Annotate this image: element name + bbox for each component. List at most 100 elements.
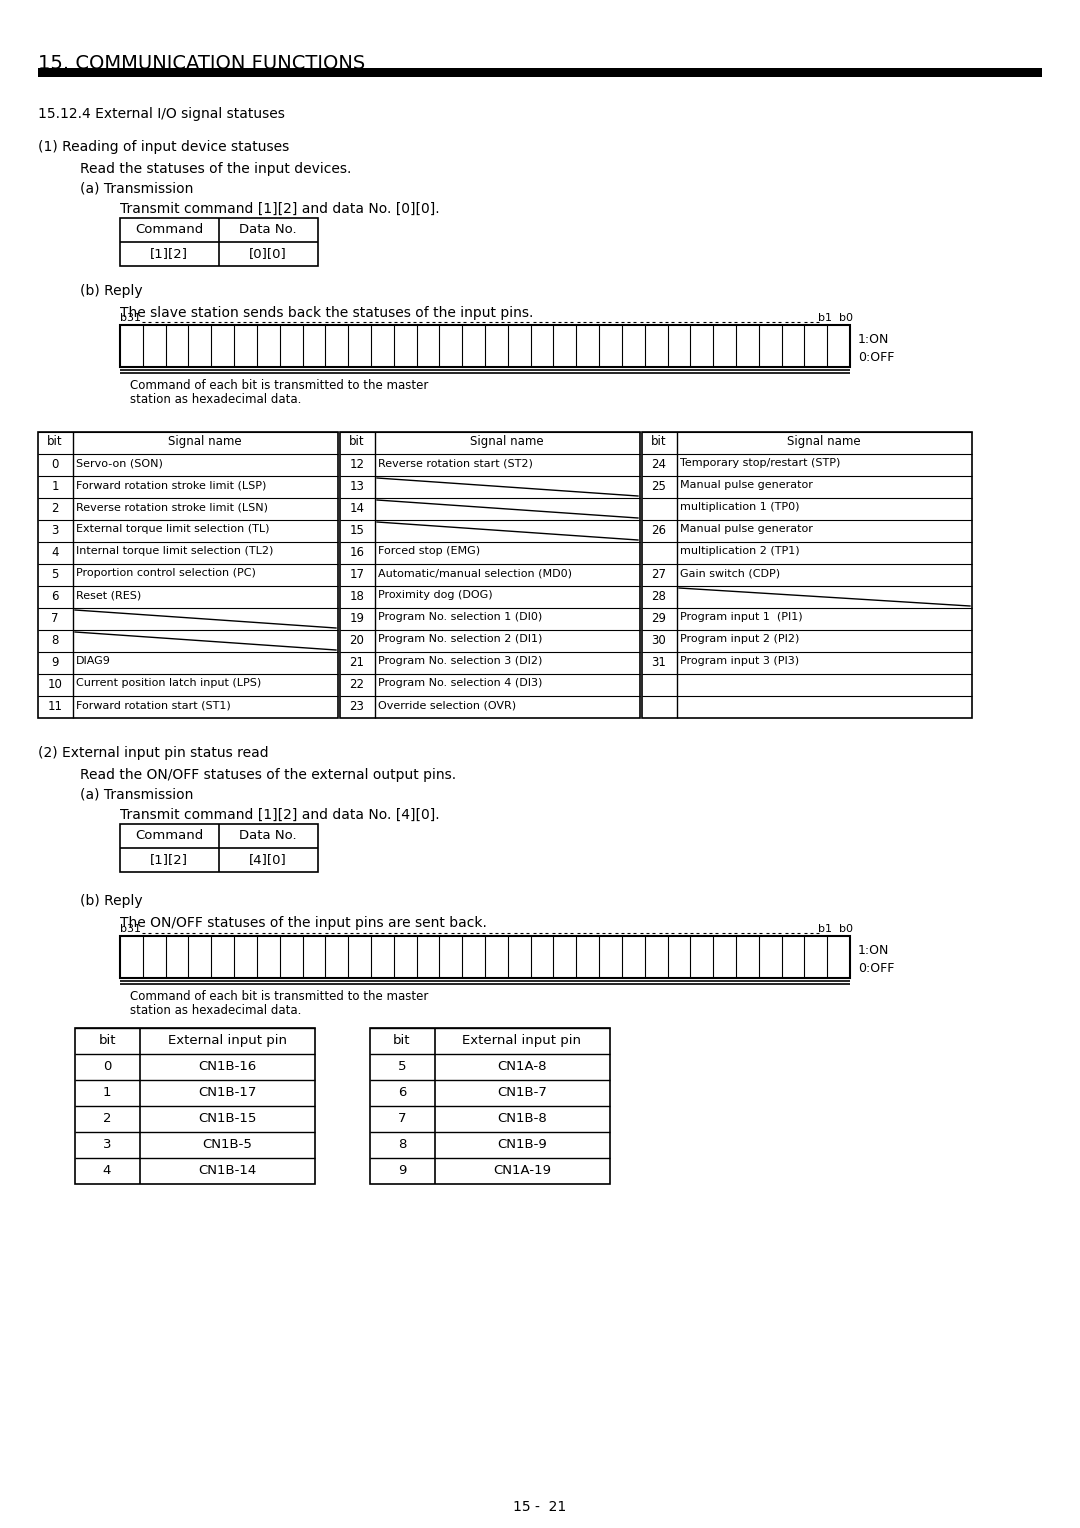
Text: bit: bit (98, 1034, 116, 1047)
Text: CN1A-19: CN1A-19 (492, 1164, 551, 1177)
Text: Command: Command (135, 830, 203, 842)
Text: station as hexadecimal data.: station as hexadecimal data. (130, 1004, 301, 1018)
Text: bit: bit (393, 1034, 410, 1047)
Text: Override selection (OVR): Override selection (OVR) (378, 700, 516, 711)
Text: Data No.: Data No. (239, 223, 297, 235)
Text: 15 -  21: 15 - 21 (513, 1500, 567, 1514)
Bar (340, 432, 640, 718)
Text: 29: 29 (651, 613, 666, 625)
Text: Data No.: Data No. (239, 830, 297, 842)
Text: 8: 8 (397, 1138, 406, 1151)
Text: Signal name: Signal name (787, 435, 861, 448)
Bar (120, 937, 850, 978)
Text: 9: 9 (397, 1164, 406, 1177)
Text: Transmit command [1][2] and data No. [0][0].: Transmit command [1][2] and data No. [0]… (120, 202, 440, 215)
Text: 0:OFF: 0:OFF (858, 963, 894, 975)
Text: Program No. selection 2 (DI1): Program No. selection 2 (DI1) (378, 634, 542, 643)
Text: 1:ON: 1:ON (858, 333, 889, 345)
Text: CN1B-8: CN1B-8 (497, 1112, 546, 1125)
Text: Reset (RES): Reset (RES) (76, 590, 141, 601)
Text: 15. COMMUNICATION FUNCTIONS: 15. COMMUNICATION FUNCTIONS (38, 53, 365, 73)
Bar (75, 1028, 315, 1184)
Text: b31: b31 (120, 313, 141, 322)
Text: The slave station sends back the statuses of the input pins.: The slave station sends back the statuse… (120, 306, 534, 319)
Text: 4: 4 (51, 545, 58, 559)
Text: Automatic/manual selection (MD0): Automatic/manual selection (MD0) (378, 568, 572, 578)
Text: b1  b0: b1 b0 (818, 924, 853, 934)
Text: CN1B-7: CN1B-7 (497, 1086, 546, 1099)
Text: Current position latch input (LPS): Current position latch input (LPS) (76, 678, 261, 688)
Text: 10: 10 (48, 678, 63, 691)
Text: Manual pulse generator: Manual pulse generator (680, 480, 813, 490)
Text: Servo-on (SON): Servo-on (SON) (76, 458, 163, 468)
Text: 20: 20 (350, 634, 364, 646)
Text: 12: 12 (350, 458, 365, 471)
Text: 7: 7 (51, 613, 58, 625)
Text: [1][2]: [1][2] (150, 248, 188, 260)
Text: DIAG9: DIAG9 (76, 656, 111, 666)
Text: CN1B-15: CN1B-15 (198, 1112, 256, 1125)
Text: b1  b0: b1 b0 (818, 313, 853, 322)
Text: 1:ON: 1:ON (858, 944, 889, 957)
Text: [0][0]: [0][0] (249, 248, 287, 260)
Bar (38, 432, 338, 718)
Text: 15.12.4 External I/O signal statuses: 15.12.4 External I/O signal statuses (38, 107, 285, 121)
Text: 2: 2 (51, 503, 58, 515)
Text: 19: 19 (350, 613, 365, 625)
Text: station as hexadecimal data.: station as hexadecimal data. (130, 393, 301, 406)
Text: The ON/OFF statuses of the input pins are sent back.: The ON/OFF statuses of the input pins ar… (120, 915, 487, 931)
Text: bit: bit (651, 435, 666, 448)
Text: multiplication 2 (TP1): multiplication 2 (TP1) (680, 545, 799, 556)
Text: Read the statuses of the input devices.: Read the statuses of the input devices. (80, 162, 351, 176)
Text: 6: 6 (397, 1086, 406, 1099)
Text: 4: 4 (103, 1164, 111, 1177)
Text: 25: 25 (651, 480, 666, 494)
Text: 23: 23 (350, 700, 364, 714)
Text: b31: b31 (120, 924, 141, 934)
Text: (b) Reply: (b) Reply (80, 284, 143, 298)
Text: Program No. selection 1 (DI0): Program No. selection 1 (DI0) (378, 613, 542, 622)
Text: CN1A-8: CN1A-8 (497, 1060, 546, 1073)
Text: Temporary stop/restart (STP): Temporary stop/restart (STP) (680, 458, 840, 468)
Text: CN1B-17: CN1B-17 (198, 1086, 256, 1099)
Text: Manual pulse generator: Manual pulse generator (680, 524, 813, 533)
Text: 5: 5 (52, 568, 58, 581)
Text: Program input 1  (PI1): Program input 1 (PI1) (680, 613, 802, 622)
Text: External torque limit selection (TL): External torque limit selection (TL) (76, 524, 270, 533)
Text: Read the ON/OFF statuses of the external output pins.: Read the ON/OFF statuses of the external… (80, 769, 456, 782)
Text: bit: bit (349, 435, 365, 448)
Text: [4][0]: [4][0] (249, 853, 287, 866)
Text: Gain switch (CDP): Gain switch (CDP) (680, 568, 780, 578)
Text: 3: 3 (52, 524, 58, 536)
Text: 2: 2 (103, 1112, 111, 1125)
Text: 1: 1 (103, 1086, 111, 1099)
Text: Reverse rotation start (ST2): Reverse rotation start (ST2) (378, 458, 532, 468)
Text: [1][2]: [1][2] (150, 853, 188, 866)
Text: (1) Reading of input device statuses: (1) Reading of input device statuses (38, 141, 289, 154)
Text: 15: 15 (350, 524, 364, 536)
Text: (2) External input pin status read: (2) External input pin status read (38, 746, 269, 759)
Text: 0:OFF: 0:OFF (858, 351, 894, 364)
Text: 24: 24 (651, 458, 666, 471)
Text: 31: 31 (651, 656, 666, 669)
Text: External input pin: External input pin (462, 1034, 581, 1047)
Text: 0: 0 (52, 458, 58, 471)
Text: Command of each bit is transmitted to the master: Command of each bit is transmitted to th… (130, 379, 429, 393)
Text: Forced stop (EMG): Forced stop (EMG) (378, 545, 481, 556)
Text: multiplication 1 (TP0): multiplication 1 (TP0) (680, 503, 799, 512)
Text: 13: 13 (350, 480, 364, 494)
Text: Transmit command [1][2] and data No. [4][0].: Transmit command [1][2] and data No. [4]… (120, 808, 440, 822)
Text: CN1B-14: CN1B-14 (198, 1164, 256, 1177)
Text: CN1B-16: CN1B-16 (198, 1060, 256, 1073)
Text: Signal name: Signal name (470, 435, 544, 448)
Text: Internal torque limit selection (TL2): Internal torque limit selection (TL2) (76, 545, 273, 556)
Text: Proportion control selection (PC): Proportion control selection (PC) (76, 568, 256, 578)
Bar (370, 1028, 610, 1184)
Bar (120, 824, 318, 872)
Text: Forward rotation start (ST1): Forward rotation start (ST1) (76, 700, 231, 711)
Text: Command: Command (135, 223, 203, 235)
Bar (120, 219, 318, 266)
Text: External input pin: External input pin (167, 1034, 286, 1047)
Bar (120, 325, 850, 367)
Text: 22: 22 (350, 678, 365, 691)
